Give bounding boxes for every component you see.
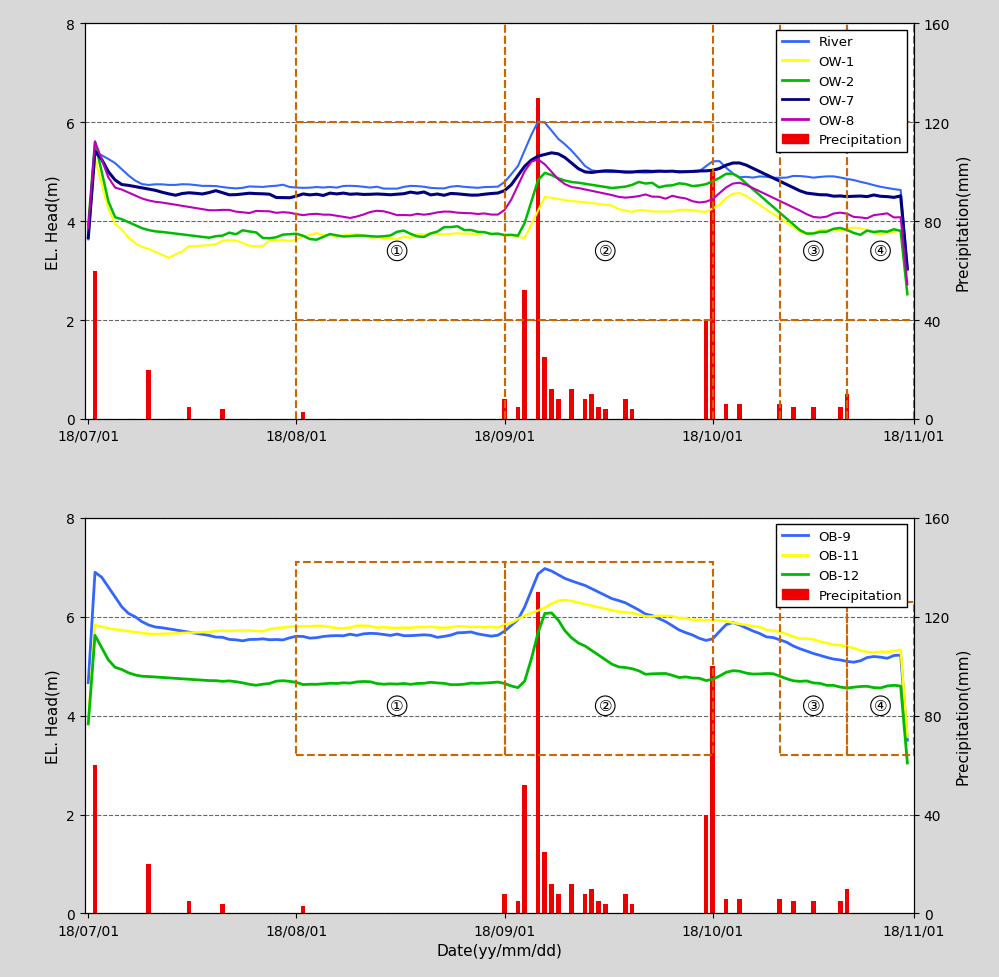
Bar [549, 390, 553, 419]
Bar [549, 884, 553, 913]
Bar [502, 894, 506, 913]
Bar [146, 864, 151, 913]
Bar [582, 400, 587, 419]
Bar [542, 358, 547, 419]
Bar [844, 395, 849, 419]
Bar [187, 407, 192, 419]
Bar [723, 404, 728, 419]
Bar [569, 884, 574, 913]
Bar [301, 906, 306, 913]
Bar [522, 291, 527, 419]
Text: ④: ④ [874, 699, 887, 713]
Text: ①: ① [391, 699, 404, 713]
Y-axis label: Precipitation(mm): Precipitation(mm) [956, 648, 971, 785]
Bar [838, 901, 842, 913]
Text: ③: ③ [806, 244, 820, 259]
Bar [602, 409, 607, 419]
Bar [582, 894, 587, 913]
Text: ④: ④ [874, 244, 887, 259]
Bar [703, 320, 708, 419]
Bar [838, 407, 842, 419]
Bar [780, 602, 847, 755]
Bar [502, 400, 506, 419]
Bar [791, 407, 795, 419]
Y-axis label: Precipitation(mm): Precipitation(mm) [956, 153, 971, 290]
Bar [93, 765, 97, 913]
Bar [791, 901, 795, 913]
Bar [723, 899, 728, 913]
Bar [596, 901, 600, 913]
Legend: OB-9, OB-11, OB-12, Precipitation: OB-9, OB-11, OB-12, Precipitation [776, 525, 907, 608]
X-axis label: Date(yy/mm/dd): Date(yy/mm/dd) [437, 943, 562, 957]
Bar [737, 899, 742, 913]
Bar [297, 563, 504, 755]
Bar [555, 400, 560, 419]
Bar [535, 99, 540, 419]
Bar [535, 592, 540, 913]
Bar [623, 400, 627, 419]
Bar [710, 666, 715, 913]
Bar [146, 370, 151, 419]
Bar [596, 407, 600, 419]
Bar [844, 889, 849, 913]
Bar [569, 390, 574, 419]
Text: ①: ① [391, 244, 404, 259]
Bar [847, 602, 914, 755]
Bar [220, 409, 225, 419]
Y-axis label: EL. Head(m): EL. Head(m) [46, 668, 61, 763]
Bar [542, 852, 547, 913]
Text: ②: ② [598, 244, 612, 259]
Bar [589, 889, 594, 913]
Bar [629, 409, 634, 419]
Bar [623, 894, 627, 913]
Bar [602, 904, 607, 913]
Bar [522, 786, 527, 913]
Bar [220, 904, 225, 913]
Text: ②: ② [598, 699, 612, 713]
Bar [811, 901, 816, 913]
Bar [777, 404, 782, 419]
Bar [93, 272, 97, 419]
Legend: River, OW-1, OW-2, OW-7, OW-8, Precipitation: River, OW-1, OW-2, OW-7, OW-8, Precipita… [776, 31, 907, 152]
Bar [515, 407, 520, 419]
Text: ③: ③ [806, 699, 820, 713]
Bar [515, 901, 520, 913]
Bar [710, 173, 715, 419]
Bar [737, 404, 742, 419]
Y-axis label: EL. Head(m): EL. Head(m) [46, 175, 61, 270]
Bar [301, 412, 306, 419]
Bar [187, 901, 192, 913]
Bar [555, 894, 560, 913]
Bar [777, 899, 782, 913]
Bar [629, 904, 634, 913]
Bar [589, 395, 594, 419]
Bar [504, 563, 712, 755]
Bar [811, 407, 816, 419]
Bar [703, 815, 708, 913]
